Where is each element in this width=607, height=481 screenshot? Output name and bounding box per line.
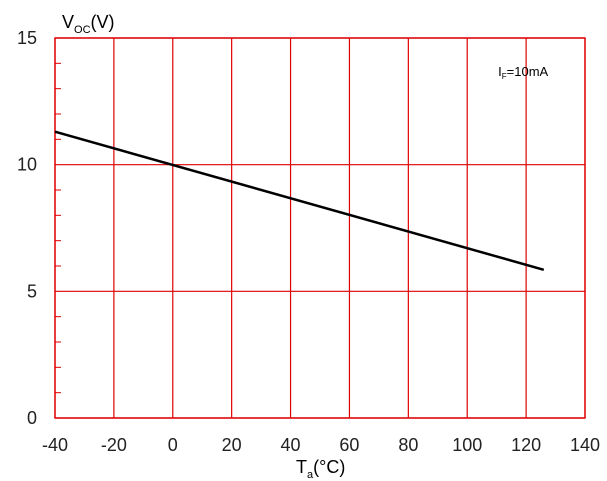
condition-annotation: IF=10mA: [498, 64, 548, 81]
y-axis-title-suffix: (V): [91, 12, 115, 32]
y-tick-label: 0: [27, 408, 37, 428]
y-axis-title-text: VOC(V): [62, 12, 115, 36]
x-tick-label: -40: [42, 435, 68, 455]
x-tick-label: -20: [101, 435, 127, 455]
x-tick-label: 60: [339, 435, 359, 455]
x-tick-label: 120: [511, 435, 541, 455]
series-line: [54, 130, 545, 272]
tick-labels: -40 -20 0 20 40 60 80 100 120 140 0 5 10 15: [17, 28, 600, 455]
x-tick-label: 0: [168, 435, 178, 455]
x-axis-title-suffix: (°C): [313, 457, 345, 477]
x-tick-label: 20: [222, 435, 242, 455]
x-tick-label: 140: [570, 435, 600, 455]
y-tick-label: 15: [17, 28, 37, 48]
x-tick-label: 100: [452, 435, 482, 455]
y-axis-title: VOC(V): [62, 12, 115, 36]
y-tick-label: 10: [17, 155, 37, 175]
x-tick-label: 80: [398, 435, 418, 455]
annotations: IF=10mA: [498, 64, 548, 81]
x-axis-title-text: Ta(°C): [296, 457, 345, 481]
x-tick-label: 40: [281, 435, 301, 455]
x-axis-title-main: T: [296, 457, 307, 477]
plot-frame: [54, 37, 586, 419]
y-tick-label: 5: [27, 281, 37, 301]
x-axis-title-sub: a: [307, 469, 314, 481]
x-axis-title: Ta(°C): [296, 457, 345, 481]
y-axis-title-sub: OC: [74, 24, 91, 36]
grid-lines: [54, 37, 586, 419]
series-layer: [54, 130, 545, 272]
y-axis-title-main: V: [62, 12, 74, 32]
